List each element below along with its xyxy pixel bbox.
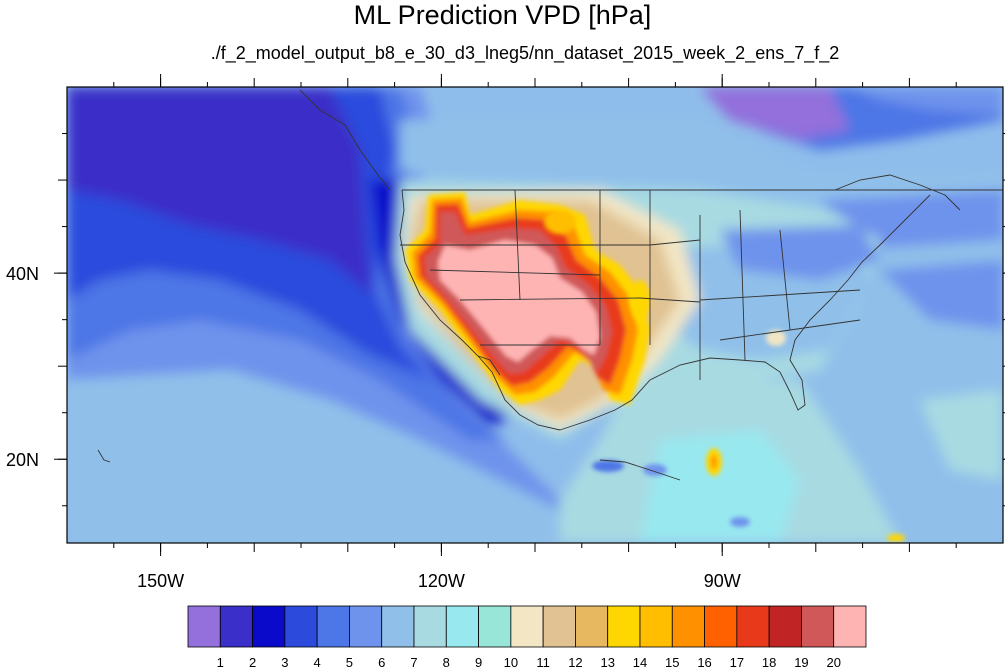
- colorbar-label: 20: [826, 655, 840, 670]
- colorbar-swatch: [542, 605, 576, 648]
- colorbar-label: 15: [665, 655, 679, 670]
- colorbar-label: 6: [378, 655, 385, 670]
- colorbar-swatch: [349, 605, 383, 648]
- colorbar-swatch: [704, 605, 738, 648]
- colorbar-swatch: [381, 605, 415, 648]
- colorbar-swatch: [671, 605, 705, 648]
- colorbar-swatch: [316, 605, 350, 648]
- x-tick-label: 90W: [704, 571, 741, 591]
- colorbar-swatch: [607, 605, 641, 648]
- colorbar-label: 3: [281, 655, 288, 670]
- colorbar-swatch: [219, 605, 253, 648]
- colorbar-label: 7: [410, 655, 417, 670]
- colorbar-swatch: [801, 605, 835, 648]
- colorbar-swatch: [478, 605, 512, 648]
- colorbar-swatch: [736, 605, 770, 648]
- colorbar-swatch: [575, 605, 609, 648]
- colorbar-label: 8: [443, 655, 450, 670]
- colorbar-label: 18: [762, 655, 776, 670]
- colorbar-label: 5: [346, 655, 353, 670]
- vpd-field: [67, 87, 1003, 543]
- colorbar-label: 13: [600, 655, 614, 670]
- colorbar-label: 12: [568, 655, 582, 670]
- colorbar-label: 10: [504, 655, 518, 670]
- x-tick-label: 150W: [137, 571, 184, 591]
- colorbar-label: 9: [475, 655, 482, 670]
- colorbar-label: 17: [730, 655, 744, 670]
- colorbar-label: 11: [536, 655, 550, 670]
- map-title: ML Prediction VPD [hPa]: [353, 0, 652, 30]
- colorbar-swatch: [510, 605, 544, 648]
- colorbar-label: 4: [314, 655, 321, 670]
- colorbar-swatch: [187, 605, 221, 648]
- colorbar-swatch: [284, 605, 318, 648]
- colorbar-label: 16: [697, 655, 711, 670]
- colorbar-swatch: [833, 605, 867, 648]
- colorbar-label: 2: [249, 655, 256, 670]
- colorbar-swatch: [252, 605, 286, 648]
- colorbar-label: 14: [633, 655, 647, 670]
- colorbar-swatch: [639, 605, 673, 648]
- map-subtitle: ./f_2_model_output_b8_e_30_d3_lneg5/nn_d…: [210, 43, 840, 63]
- x-tick-label: 120W: [418, 571, 465, 591]
- colorbar-swatch: [413, 605, 447, 648]
- colorbar-swatch: [445, 605, 479, 648]
- y-tick-label: 20N: [6, 450, 39, 470]
- coastlines: [97, 89, 1003, 481]
- colorbar: 1 2 3 4 5 6 7 8 9 10 11 12 13 14 15 16 17 18 19 20: [187, 605, 867, 670]
- colorbar-label: 1: [217, 655, 224, 670]
- y-tick-label: 40N: [6, 264, 39, 284]
- colorbar-swatch: [768, 605, 802, 648]
- axis-labels: 150W 120W 90W 40N 20N: [6, 264, 741, 591]
- colorbar-label: 19: [794, 655, 808, 670]
